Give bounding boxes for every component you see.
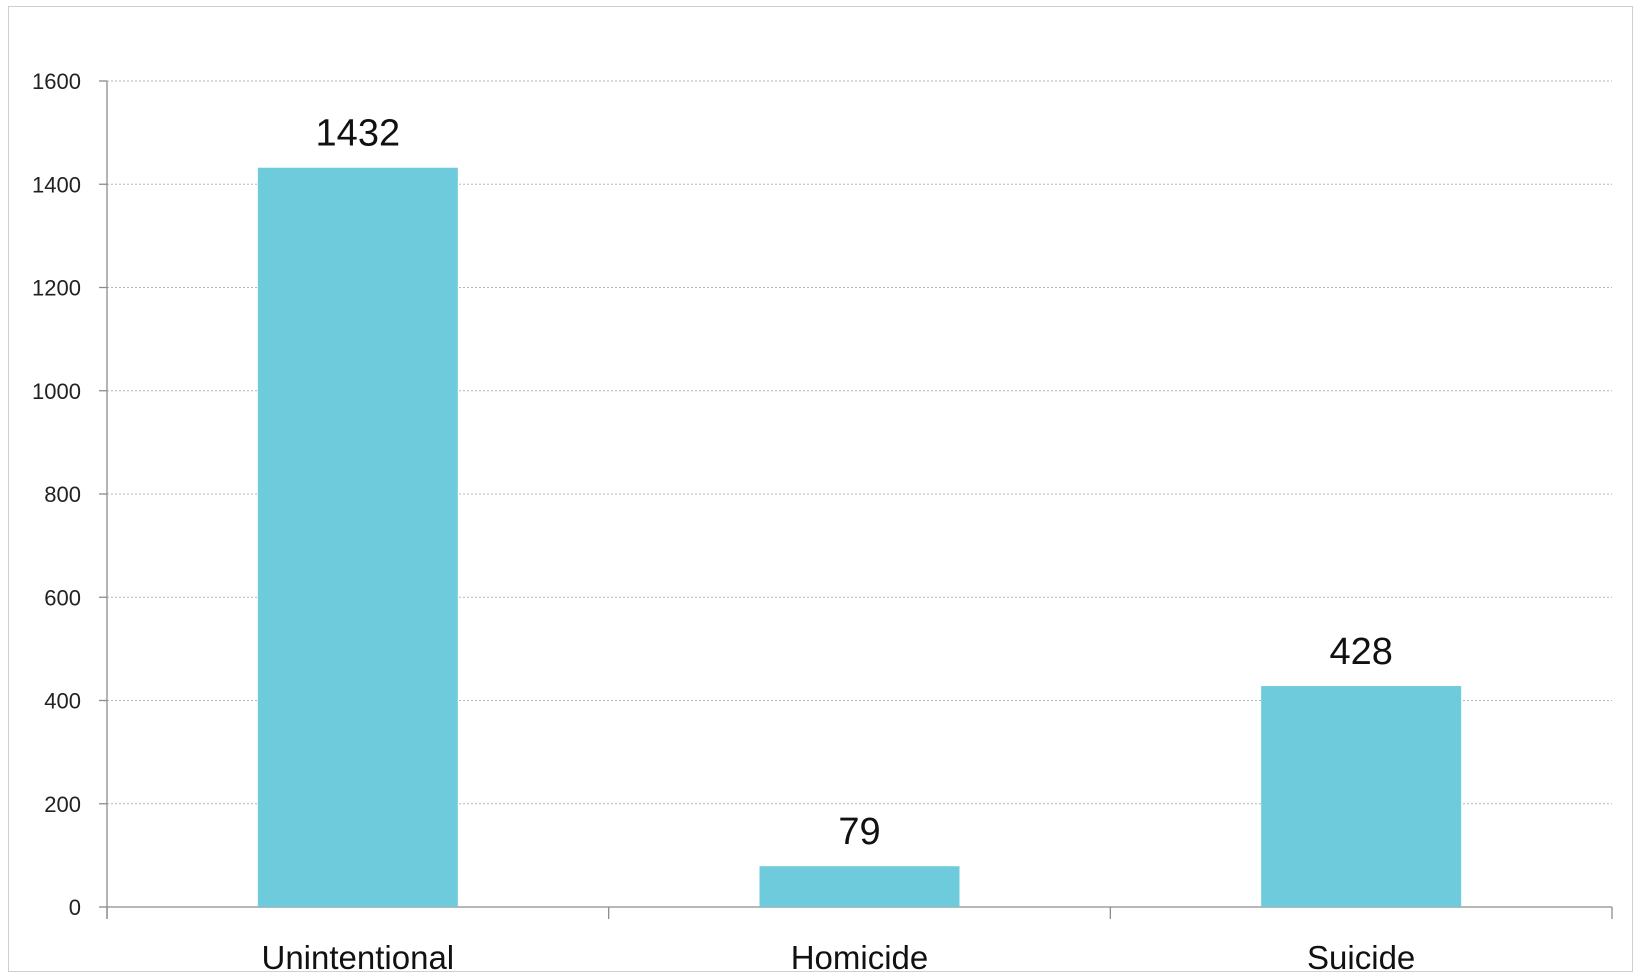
y-tick-label: 1200	[32, 276, 81, 301]
data-label-suicide: 428	[1329, 631, 1392, 673]
x-category-labels: Unintentional Homicide Suicide	[262, 939, 1416, 976]
y-tick-label: 800	[44, 482, 81, 507]
x-category-label-homicide: Homicide	[791, 939, 929, 976]
y-tick-label: 0	[69, 895, 81, 920]
grid-lines	[107, 80, 1612, 805]
y-tick-label: 1600	[32, 69, 81, 94]
bars	[257, 167, 1462, 908]
y-tick-labels: 0 200 400 600 800 1000 1200 1400 1600	[32, 69, 81, 920]
y-tick-label: 600	[44, 585, 81, 610]
bar-homicide	[759, 866, 960, 907]
y-tick-label: 200	[44, 792, 81, 817]
x-category-label-suicide: Suicide	[1307, 939, 1415, 976]
y-tick-label: 400	[44, 689, 81, 714]
data-label-unintentional: 1432	[316, 113, 401, 155]
y-tick-label: 1400	[32, 172, 81, 197]
x-category-label-unintentional: Unintentional	[262, 939, 455, 976]
data-labels: 1432 79 428	[316, 113, 1393, 853]
bar-unintentional	[257, 167, 458, 908]
y-tick-label: 1000	[32, 379, 81, 404]
bar-suicide	[1261, 686, 1462, 907]
data-label-homicide: 79	[838, 811, 880, 853]
